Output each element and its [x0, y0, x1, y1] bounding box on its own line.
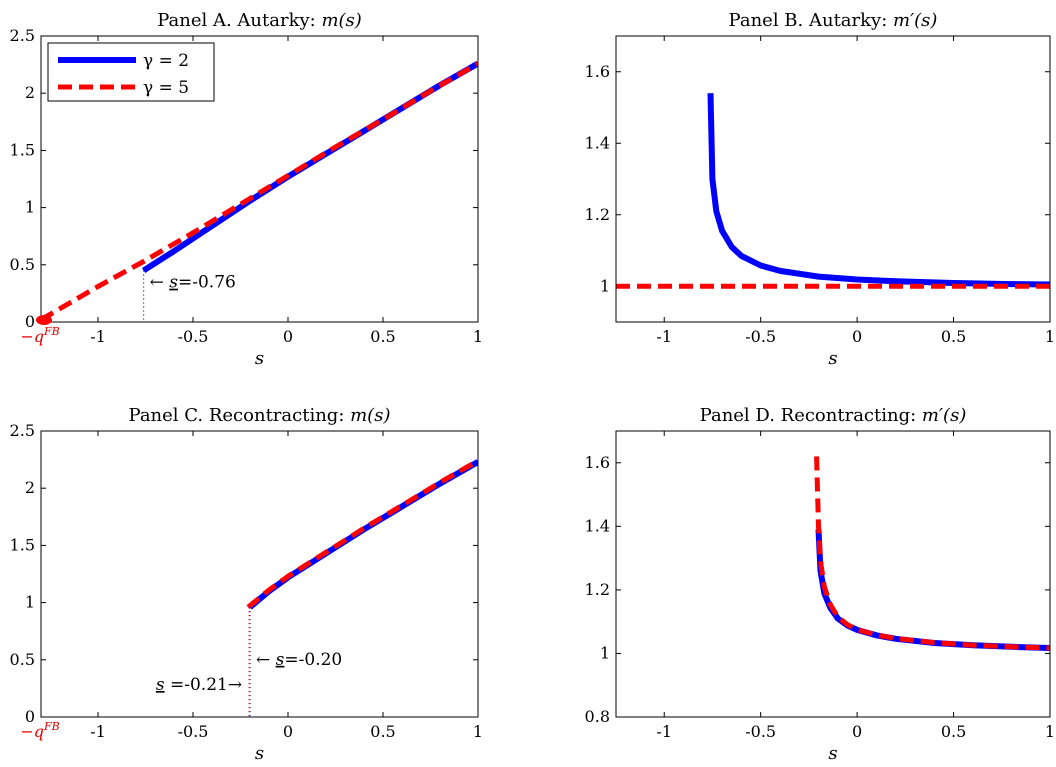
x-tick-label: 0 — [283, 722, 293, 741]
x-tick-label: 0.5 — [370, 327, 395, 346]
y-tick-label: 0.8 — [585, 707, 610, 726]
y-tick-label: 0 — [25, 312, 35, 331]
panel-d: -1 -0.5 0 0.5 1 0.8 1 1.2 1.4 1.6 s — [585, 430, 1055, 764]
threshold-annotation-gamma-2: ← s=-0.20 — [256, 650, 342, 670]
series-line-gamma-2 — [707, 93, 1050, 288]
y-tick-label: 2.5 — [10, 26, 35, 45]
y-tick-label: 0 — [25, 707, 35, 726]
series-line-gamma-2 — [815, 529, 1050, 651]
y-tick-label: 1.2 — [585, 580, 610, 599]
x-tick-label: 1 — [473, 722, 483, 741]
y-tick-label: 2 — [25, 83, 35, 102]
y-tick-label: 1.5 — [10, 535, 35, 554]
y-tick-label: 1 — [25, 593, 35, 612]
y-tick-label: 0.5 — [10, 255, 35, 274]
legend: γ = 2 γ = 5 — [47, 42, 215, 102]
x-tick-label: -0.5 — [178, 327, 209, 346]
series-line-gamma-5 — [41, 61, 478, 322]
plot-frame — [615, 430, 1051, 718]
threshold-annotation: ← s=-0.76 — [150, 273, 236, 293]
y-tick-label: 1.4 — [585, 133, 610, 152]
x-tick-label: 0 — [283, 327, 293, 346]
x-tick-label: 0 — [852, 722, 862, 741]
y-tick-label: 1.5 — [10, 140, 35, 159]
x-axis-label: s — [828, 348, 837, 369]
plot-frame — [40, 35, 479, 323]
y-tick-label: 1 — [25, 198, 35, 217]
x-tick-label: -0.5 — [745, 722, 776, 741]
panel-title: Panel A. Autarky: m(s) — [157, 10, 362, 31]
x-tick-label: -1 — [90, 722, 106, 741]
x-axis-label: s — [255, 348, 264, 369]
plot-frame — [40, 430, 479, 718]
panel-title: Panel C. Recontracting: m(s) — [129, 405, 391, 426]
y-tick-label: 2.5 — [10, 421, 35, 440]
legend-box — [47, 42, 215, 102]
threshold-annotation-gamma-5: s =-0.21→ — [156, 675, 242, 695]
x-tick-label: -1 — [656, 722, 672, 741]
x-tick-label: -1 — [656, 327, 672, 346]
x-tick-label: 0.5 — [941, 327, 966, 346]
plot-frame — [615, 35, 1051, 323]
x-tick-label: -0.5 — [178, 722, 209, 741]
x-tick-label: 0.5 — [370, 722, 395, 741]
panel-a: -1 -0.5 0 0.5 1 0 0.5 1 1.5 2 2.5 s −qFB — [10, 26, 484, 369]
panel-c: -1 -0.5 0 0.5 1 0 0.5 1 1.5 2 2.5 s −qFB — [10, 421, 484, 764]
y-tick-label: 1.6 — [585, 453, 610, 472]
x-tick-label: -0.5 — [745, 327, 776, 346]
qfb-tick-label: −qFB — [20, 720, 59, 741]
y-tick-label: 1.2 — [585, 205, 610, 224]
y-tick-label: 1.4 — [585, 516, 610, 535]
series-line-gamma-5 — [246, 458, 478, 610]
x-tick-label: 0 — [852, 327, 862, 346]
y-tick-label: 0.5 — [10, 650, 35, 669]
series-line-gamma-5 — [814, 456, 1050, 651]
y-tick-label: 1.6 — [585, 62, 610, 81]
qfb-tick-label: −qFB — [20, 325, 59, 346]
x-axis-label: s — [255, 743, 264, 764]
x-tick-label: -1 — [90, 327, 106, 346]
y-tick-label: 1 — [600, 643, 610, 662]
panel-b: -1 -0.5 0 0.5 1 1 1.2 1.4 1.6 s — [585, 35, 1055, 369]
x-tick-label: 1 — [1045, 722, 1055, 741]
panel-title: Panel B. Autarky: m′(s) — [729, 10, 938, 31]
y-tick-label: 2 — [25, 478, 35, 497]
qfb-marker — [36, 315, 52, 325]
x-tick-label: 0.5 — [941, 722, 966, 741]
y-tick-label: 1 — [600, 276, 610, 295]
x-tick-label: 1 — [473, 327, 483, 346]
series-line-gamma-2 — [248, 459, 478, 610]
x-tick-label: 1 — [1045, 327, 1055, 346]
panel-title: Panel D. Recontracting: m′(s) — [700, 405, 967, 426]
x-axis-label: s — [828, 743, 837, 764]
legend-label: γ = 2 — [143, 51, 189, 71]
legend-label: γ = 5 — [143, 78, 189, 98]
